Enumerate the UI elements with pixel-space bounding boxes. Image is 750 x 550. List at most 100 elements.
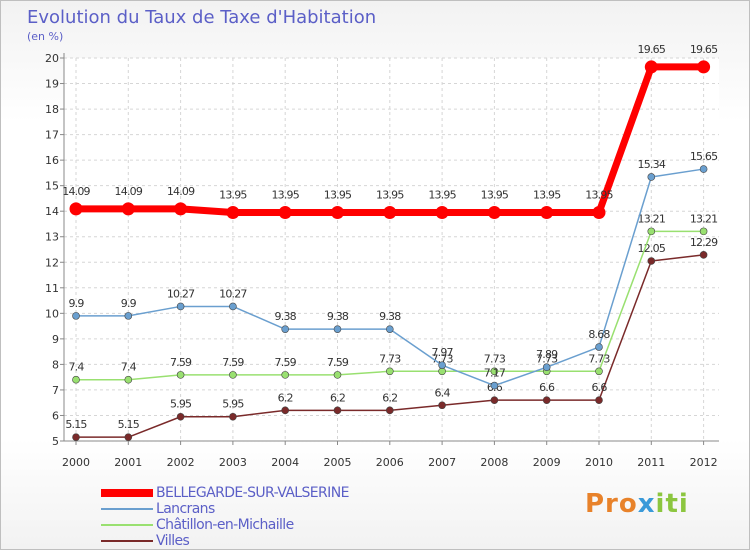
y-tick-label: 13 (45, 231, 59, 244)
data-point (226, 205, 240, 219)
logo-part-2: x (637, 489, 656, 519)
data-label: 7.89 (536, 348, 558, 361)
data-point (69, 202, 83, 216)
data-label: 13.21 (690, 212, 718, 225)
x-tick-label: 2002 (167, 456, 195, 469)
x-tick-label: 2012 (690, 456, 718, 469)
data-point (438, 361, 446, 369)
data-point (333, 406, 342, 415)
legend-label: Lancrans (156, 501, 215, 517)
data-label: 7.59 (327, 356, 349, 369)
data-point (176, 371, 185, 379)
data-point (72, 375, 80, 384)
data-label: 13.95 (428, 188, 456, 201)
data-label: 13.95 (219, 188, 247, 201)
data-point (697, 60, 711, 74)
y-tick-label: 7 (52, 384, 59, 397)
legend-swatch (101, 489, 153, 497)
data-point (124, 375, 133, 384)
data-label: 7.97 (431, 346, 453, 359)
data-label: 7.73 (379, 352, 401, 365)
data-point (592, 205, 606, 219)
y-tick-label: 8 (52, 358, 59, 371)
data-label: 7.59 (170, 356, 192, 369)
y-tick-label: 9 (52, 333, 59, 346)
data-point (595, 367, 603, 376)
data-label: 6.2 (330, 391, 345, 404)
y-tick-label: 5 (52, 435, 59, 448)
data-point (647, 173, 656, 181)
data-label: 7.73 (588, 352, 610, 365)
data-label: 5.95 (170, 398, 192, 411)
y-tick-label: 10 (45, 307, 59, 320)
data-point (229, 302, 237, 311)
y-tick-label: 11 (45, 282, 59, 295)
data-point (383, 205, 397, 219)
data-point (124, 312, 133, 320)
x-tick-label: 2010 (585, 456, 613, 469)
legend-label: BELLEGARDE-SUR-VALSERINE (156, 485, 349, 501)
data-point (333, 325, 342, 333)
data-point (385, 367, 394, 376)
data-label: 7.4 (121, 361, 137, 374)
data-point (174, 202, 188, 216)
data-label: 10.27 (219, 287, 247, 300)
data-point (438, 401, 446, 410)
data-label: 13.95 (585, 188, 613, 201)
data-label: 14.09 (115, 185, 143, 198)
data-point (121, 202, 135, 216)
y-tick-label: 14 (45, 205, 59, 218)
y-tick-label: 16 (45, 154, 59, 167)
data-label: 9.38 (275, 310, 297, 323)
data-label: 7.73 (536, 352, 558, 365)
data-label: 7.59 (222, 356, 244, 369)
y-tick-label: 17 (45, 129, 59, 142)
data-point (278, 205, 292, 219)
data-point (490, 367, 499, 376)
data-point (644, 60, 658, 74)
logo-part-3: iti (655, 489, 689, 519)
data-label: 13.95 (481, 188, 509, 201)
legend-swatch (101, 540, 153, 542)
data-label: 5.15 (118, 418, 140, 431)
data-point (542, 396, 551, 404)
x-tick-label: 2011 (637, 456, 665, 469)
data-point (647, 227, 656, 236)
legend-label: Châtillon-en-Michaille (156, 517, 294, 533)
data-point (699, 165, 708, 173)
data-point (490, 381, 499, 390)
data-point (385, 325, 394, 333)
data-point (176, 412, 185, 421)
data-label: 5.15 (65, 418, 87, 431)
data-point (595, 343, 603, 351)
data-point (229, 371, 237, 379)
data-point (490, 396, 499, 404)
data-point (72, 312, 80, 320)
data-label: 13.21 (638, 212, 666, 225)
y-tick-label: 6 (52, 409, 59, 422)
data-label: 15.34 (638, 158, 666, 171)
data-point (281, 406, 290, 415)
data-label: 13.95 (533, 188, 561, 201)
data-point (699, 251, 708, 259)
plot-area (64, 58, 719, 441)
data-point (331, 205, 344, 219)
legend-label: Villes (156, 533, 190, 549)
data-label: 9.9 (68, 297, 84, 310)
data-point (124, 433, 133, 441)
data-label: 6.6 (539, 381, 555, 394)
x-tick-label: 2008 (480, 456, 508, 469)
data-label: 9.38 (379, 310, 401, 323)
data-label: 19.65 (638, 43, 666, 56)
data-label: 12.29 (690, 236, 718, 249)
data-label: 13.95 (271, 188, 299, 201)
x-tick-label: 2007 (428, 456, 456, 469)
data-point (281, 325, 290, 333)
y-tick-label: 20 (45, 52, 59, 65)
data-point (281, 371, 290, 379)
chart-title: Evolution du Taux de Taxe d'Habitation (27, 7, 377, 28)
data-label: 8.68 (588, 328, 610, 341)
data-label: 6.6 (591, 381, 607, 394)
data-point (229, 412, 237, 421)
